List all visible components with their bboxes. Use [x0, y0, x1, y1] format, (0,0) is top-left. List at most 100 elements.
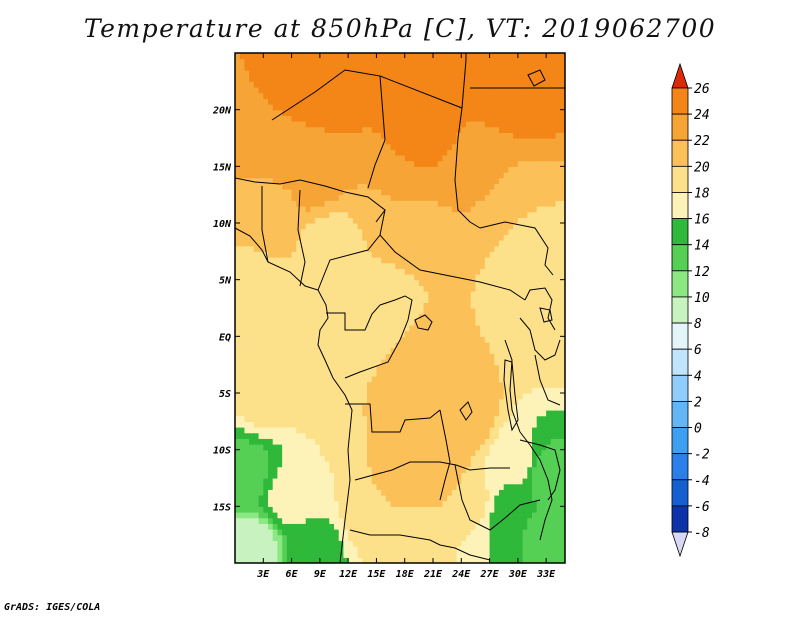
field-cell — [433, 506, 439, 513]
field-cell — [291, 291, 297, 298]
field-cell — [447, 92, 453, 99]
field-cell — [324, 540, 330, 547]
field-cell — [433, 104, 439, 111]
field-cell — [456, 376, 462, 383]
field-cell — [352, 444, 359, 451]
field-cell — [447, 489, 453, 496]
field-cell — [268, 325, 274, 332]
field-cell — [253, 172, 260, 179]
field-cell — [390, 217, 396, 224]
field-cell — [244, 342, 250, 349]
field-cell — [447, 228, 453, 235]
field-cell — [235, 126, 241, 133]
field-cell — [428, 478, 434, 485]
field-cell — [367, 472, 373, 479]
field-cell — [272, 404, 279, 411]
field-cell — [239, 455, 246, 462]
field-cell — [385, 404, 392, 411]
field-cell — [362, 529, 368, 536]
field-cell — [428, 189, 434, 196]
field-cell — [376, 160, 382, 167]
field-cell — [334, 546, 340, 553]
field-cell — [456, 166, 462, 173]
field-cell — [253, 313, 260, 320]
field-cell — [249, 279, 255, 286]
field-cell — [258, 319, 264, 326]
field-cell — [343, 398, 349, 405]
field-cell — [239, 461, 246, 468]
field-cell — [428, 529, 434, 536]
field-cell — [357, 53, 363, 60]
field-cell — [400, 534, 406, 541]
field-cell — [466, 279, 472, 286]
field-cell — [286, 189, 293, 196]
field-cell — [253, 523, 260, 530]
field-cell — [338, 495, 345, 502]
field-cell — [301, 330, 307, 337]
field-cell — [338, 427, 345, 434]
field-cell — [451, 279, 458, 286]
field-cell — [409, 98, 415, 105]
field-cell — [385, 308, 392, 315]
field-cell — [301, 359, 307, 366]
field-cell — [409, 404, 415, 411]
field-cell — [305, 189, 312, 196]
field-cell — [258, 104, 264, 111]
field-cell — [409, 387, 415, 394]
field-cell — [235, 228, 241, 235]
field-cell — [489, 53, 495, 60]
field-cell — [282, 81, 288, 88]
field-cell — [484, 466, 491, 473]
field-cell — [263, 478, 269, 485]
field-cell — [395, 330, 401, 337]
field-cell — [282, 500, 288, 507]
field-cell — [263, 138, 269, 145]
field-cell — [447, 534, 453, 541]
field-cell — [301, 398, 307, 405]
field-cell — [418, 540, 425, 547]
field-cell — [367, 461, 373, 468]
field-cell — [324, 483, 330, 490]
field-cell — [357, 376, 363, 383]
field-cell — [249, 449, 255, 456]
field-cell — [437, 438, 444, 445]
field-cell — [324, 302, 330, 309]
field-cell — [480, 415, 486, 422]
field-cell — [286, 347, 293, 354]
field-cell — [319, 347, 326, 354]
field-cell — [376, 500, 382, 507]
field-cell — [400, 211, 406, 218]
field-cell — [400, 268, 406, 275]
field-cell — [437, 529, 444, 536]
field-cell — [423, 223, 429, 230]
field-cell — [376, 489, 382, 496]
field-cell — [301, 551, 307, 558]
field-cell — [484, 75, 491, 82]
field-cell — [277, 268, 283, 275]
field-cell — [442, 353, 448, 360]
field-cell — [235, 200, 241, 207]
field-cell — [319, 546, 326, 553]
field-cell — [404, 534, 411, 541]
field-cell — [390, 87, 396, 94]
field-cell — [357, 64, 363, 71]
field-cell — [451, 160, 458, 167]
field-cell — [400, 104, 406, 111]
field-cell — [381, 189, 387, 196]
field-cell — [352, 183, 359, 190]
field-cell — [319, 302, 326, 309]
field-cell — [348, 53, 354, 60]
field-cell — [456, 149, 462, 156]
field-cell — [343, 421, 349, 428]
field-cell — [263, 359, 269, 366]
field-cell — [367, 506, 373, 513]
field-cell — [329, 370, 335, 377]
field-cell — [390, 308, 396, 315]
field-cell — [301, 370, 307, 377]
field-cell — [329, 138, 335, 145]
field-cell — [475, 421, 481, 428]
field-cell — [268, 421, 274, 428]
field-cell — [310, 211, 316, 218]
field-cell — [338, 217, 345, 224]
field-cell — [329, 455, 335, 462]
